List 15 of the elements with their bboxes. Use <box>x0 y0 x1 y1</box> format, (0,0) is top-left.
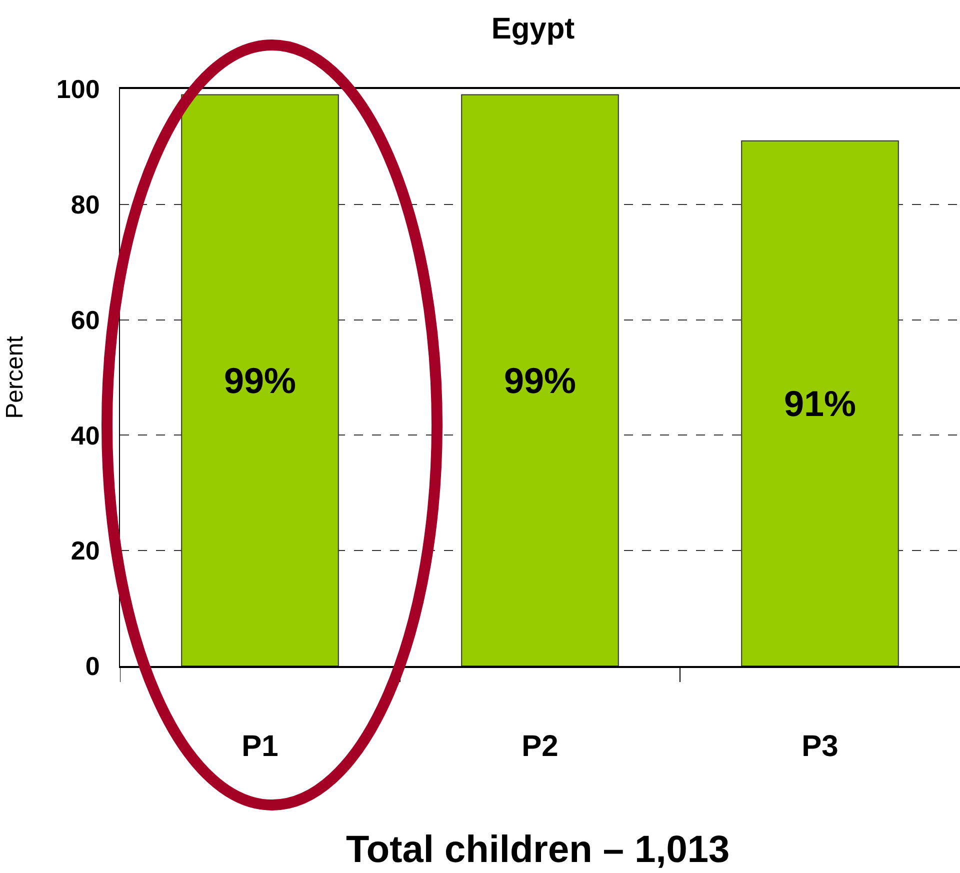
x-tick-label: P3 <box>802 730 838 763</box>
y-tick-label: 60 <box>70 304 100 335</box>
y-axis-title: Percent <box>2 336 29 419</box>
data-label: 99% <box>504 360 576 401</box>
chart-title: Egypt <box>491 12 575 46</box>
y-tick-label: 0 <box>85 651 100 682</box>
y-tick-label: 40 <box>70 420 100 450</box>
y-tick-label: 100 <box>56 74 100 104</box>
y-tick-label: 80 <box>70 190 100 220</box>
x-tick-label: P1 <box>242 730 278 763</box>
data-label: 99% <box>224 360 296 401</box>
x-tick-label: P2 <box>522 730 558 763</box>
data-label: 91% <box>784 382 856 424</box>
text: Total children – 1,013 <box>346 829 730 871</box>
y-tick-label: 20 <box>70 536 100 566</box>
